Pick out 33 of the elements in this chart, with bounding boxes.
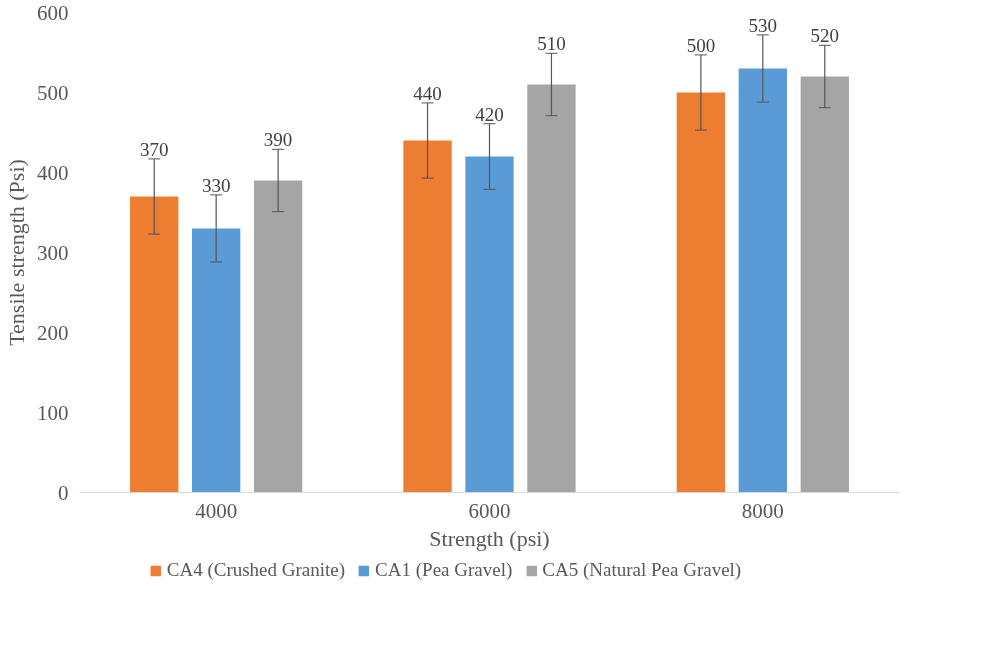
data-label: 440 [413, 82, 442, 104]
x-tick-label: 6000 [468, 498, 511, 523]
bar [676, 92, 726, 493]
bar [800, 76, 849, 493]
y-tick-label: 600 [37, 0, 69, 25]
y-tick-label: 100 [37, 400, 69, 425]
data-label: 330 [201, 174, 231, 196]
y-tick-label: 0 [58, 480, 69, 505]
data-label: 520 [810, 25, 840, 47]
bar [130, 196, 179, 493]
x-axis-title: Strength (psi) [429, 525, 550, 551]
bar [253, 180, 303, 493]
legend-label: CA4 (Crushed Granite) [166, 559, 346, 581]
bar [738, 68, 787, 493]
bar [192, 228, 241, 493]
y-axis-title: Tensile strength (Psi) [4, 159, 29, 346]
data-label: 510 [537, 33, 566, 55]
legend-label: CA5 (Natural Pea Gravel) [542, 559, 742, 581]
bar [527, 84, 576, 493]
legend-label: CA1 (Pea Gravel) [375, 559, 513, 581]
y-tick-label: 300 [37, 240, 69, 265]
data-label: 370 [139, 138, 169, 160]
data-label: 390 [263, 129, 293, 151]
bar [403, 140, 452, 493]
y-tick-label: 400 [37, 160, 69, 185]
y-tick-label: 500 [37, 80, 69, 105]
bar [465, 156, 514, 493]
data-label: 500 [686, 34, 716, 56]
x-tick-label: 4000 [195, 498, 238, 523]
data-label: 530 [748, 14, 778, 36]
data-label: 420 [475, 103, 504, 125]
y-tick-label: 200 [37, 320, 69, 345]
x-tick-label: 8000 [741, 498, 784, 523]
